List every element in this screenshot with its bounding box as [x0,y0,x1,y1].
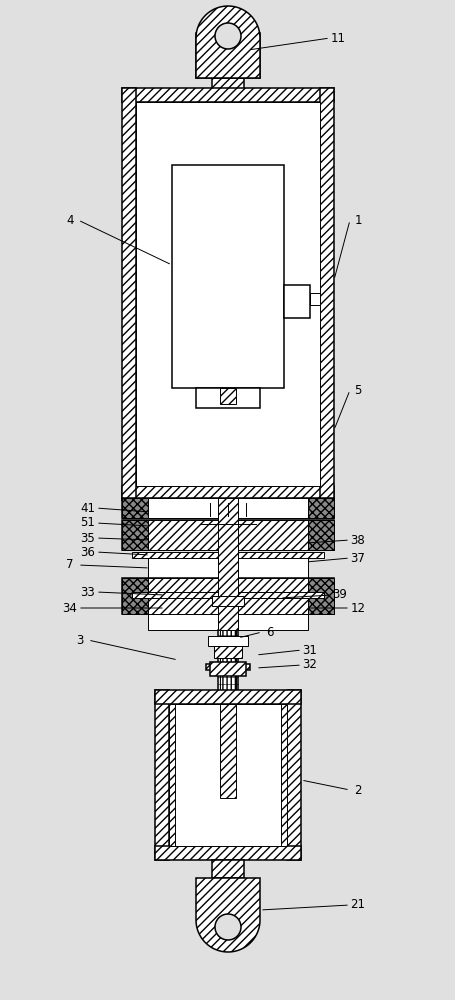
Bar [131,592,324,598]
Bar [148,520,307,550]
Bar [122,520,333,550]
Bar [196,33,259,78]
Bar [286,690,300,860]
Bar [148,614,307,630]
Bar [307,498,333,518]
Text: 6: 6 [266,626,273,639]
Bar [212,596,243,606]
Text: 1: 1 [354,214,361,227]
Bar [283,285,309,318]
Bar [122,486,333,500]
Text: 4: 4 [66,214,74,227]
Bar [122,498,333,518]
Bar [210,662,245,676]
Bar [155,690,169,860]
Bar [213,646,242,658]
Bar [219,704,236,798]
Text: 32: 32 [302,658,317,672]
Text: 41: 41 [81,502,95,514]
Text: 5: 5 [354,383,361,396]
Circle shape [214,23,241,49]
Bar [155,690,300,704]
Bar [219,388,236,404]
Bar [207,636,248,646]
Bar [169,704,286,846]
Bar [169,704,175,846]
Bar [122,88,333,102]
Bar [148,498,307,518]
Bar [122,520,148,550]
Bar [196,388,259,408]
Bar [122,498,148,518]
Bar [280,704,286,846]
Text: 38: 38 [350,534,364,546]
Bar [122,578,148,614]
Bar [122,88,136,500]
Bar [148,553,307,583]
Circle shape [214,914,241,940]
Polygon shape [196,878,259,952]
Bar [307,578,333,614]
Text: 2: 2 [354,784,361,796]
Polygon shape [196,6,259,78]
Text: 51: 51 [81,516,95,530]
Bar [217,498,238,630]
Bar [122,578,333,614]
Bar [219,630,236,700]
Text: 36: 36 [81,546,95,558]
Bar [148,578,307,614]
Text: 3: 3 [76,634,84,647]
Text: 34: 34 [62,601,77,614]
Bar [307,520,333,550]
Bar [136,102,319,486]
Bar [212,78,243,92]
Bar [206,664,249,670]
Text: 12: 12 [350,601,365,614]
Text: 7: 7 [66,558,74,572]
Text: 37: 37 [350,552,364,564]
Bar [155,846,300,860]
Bar [319,88,333,500]
Text: 21: 21 [350,898,365,912]
Bar [131,552,324,558]
Text: 33: 33 [81,585,95,598]
Text: 35: 35 [81,532,95,544]
Bar [309,293,319,305]
Text: 39: 39 [332,588,347,601]
Bar [131,522,324,530]
Bar [212,860,243,878]
Text: 31: 31 [302,644,317,656]
Text: 11: 11 [330,31,345,44]
Bar [172,165,283,388]
